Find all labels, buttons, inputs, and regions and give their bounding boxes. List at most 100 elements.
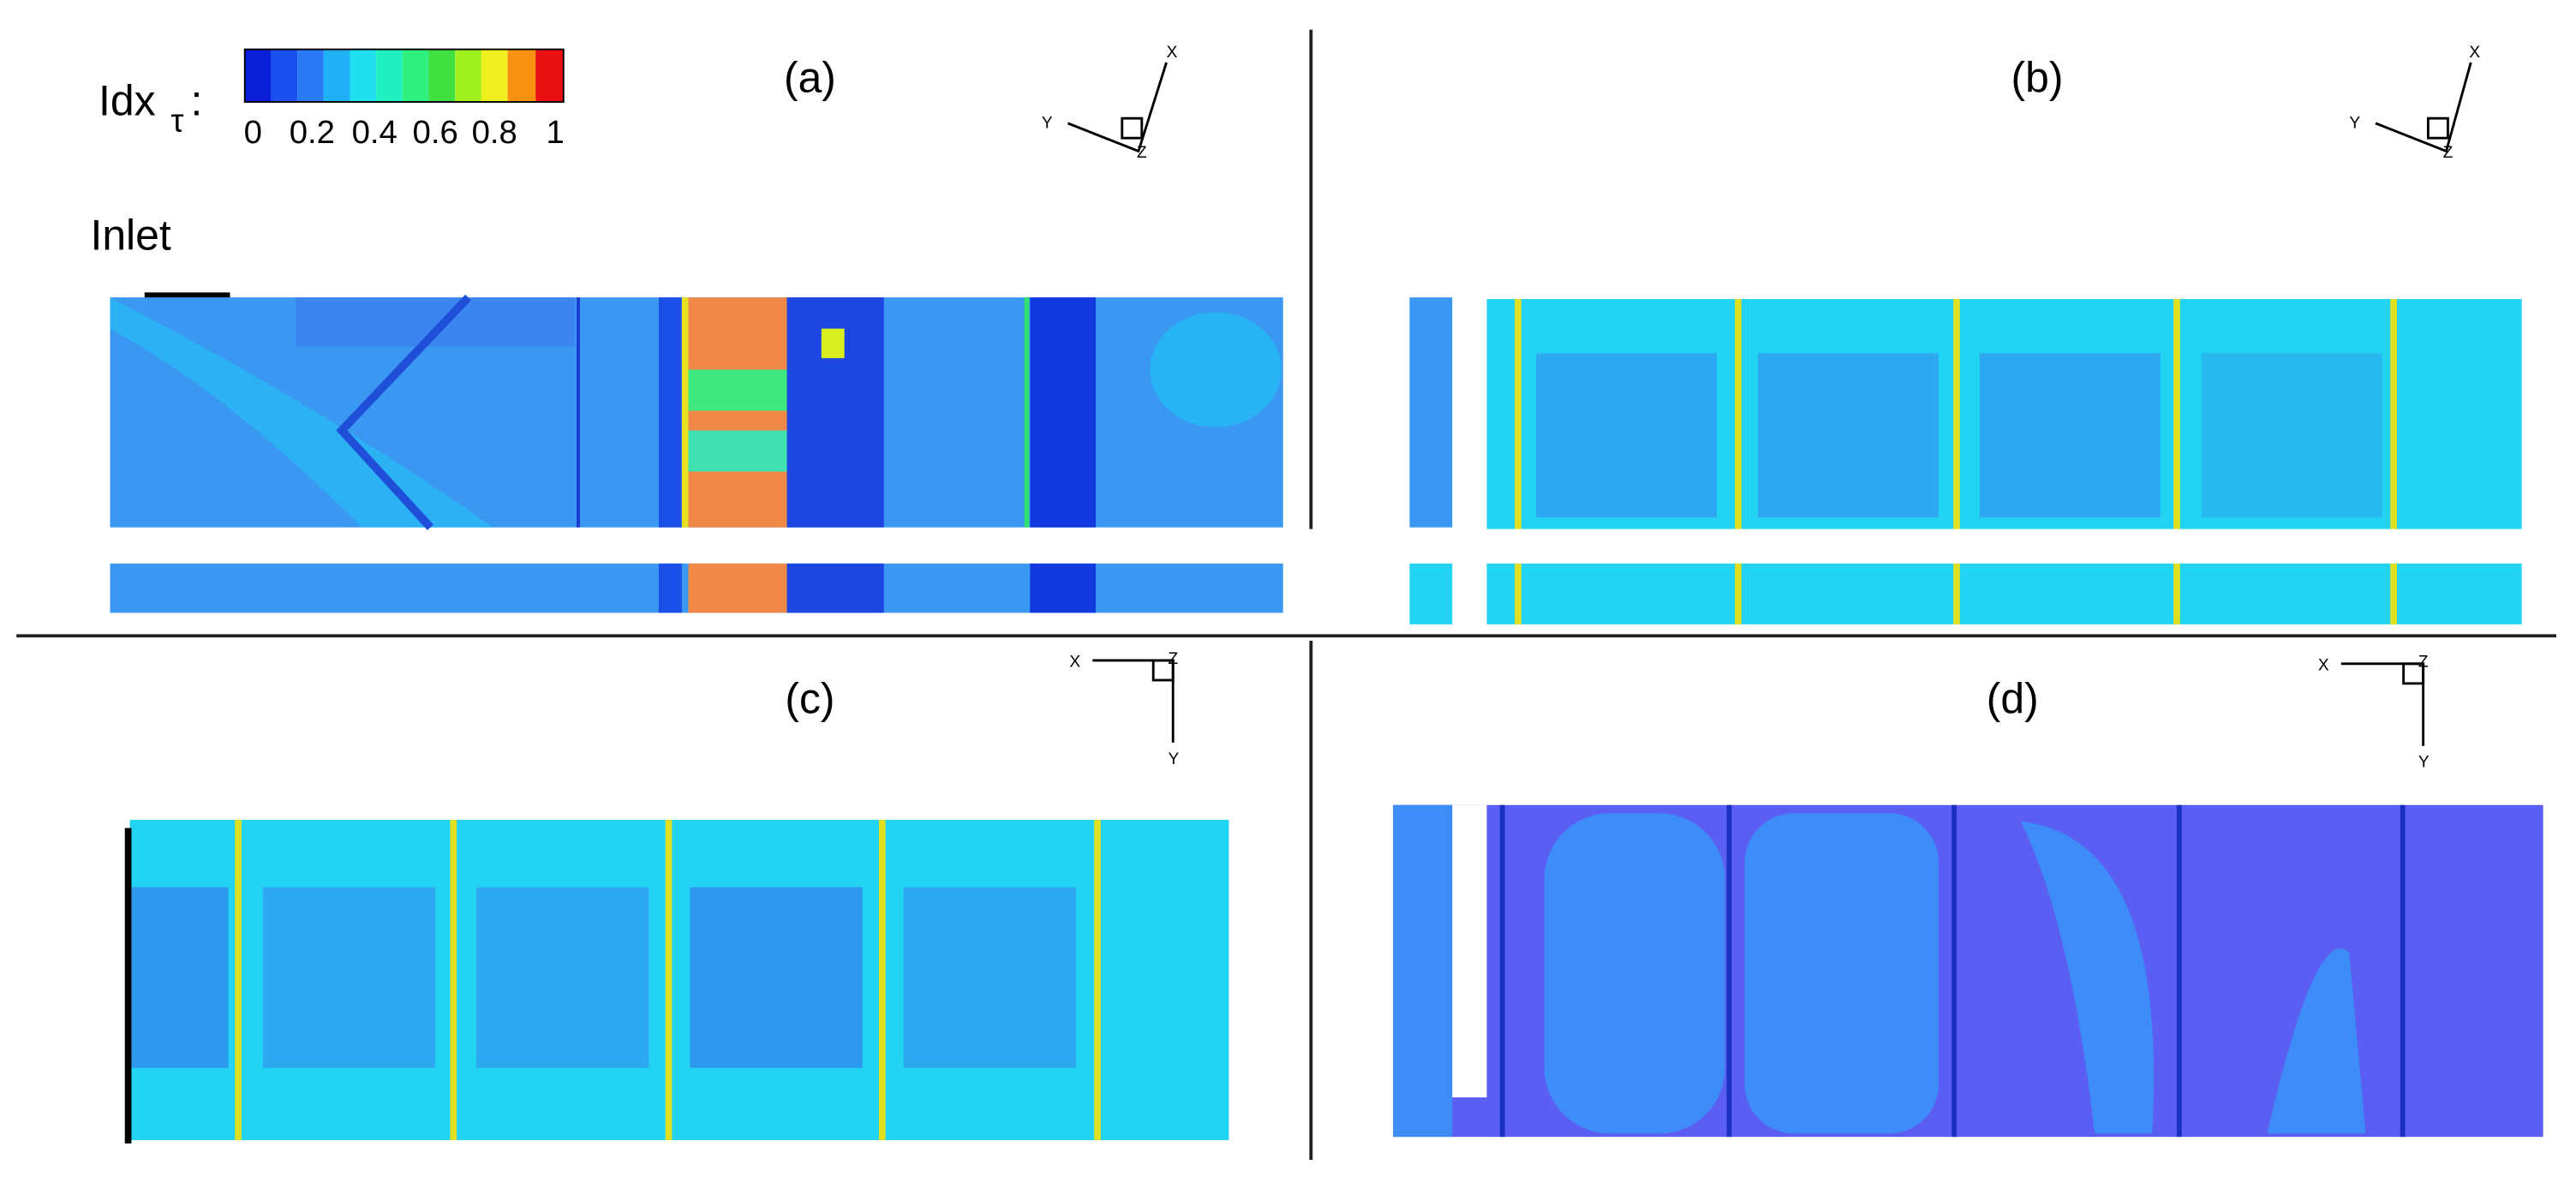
contour-a-shape xyxy=(688,563,787,613)
contour-a-shape xyxy=(1030,297,1097,528)
contour-b-shape-shape xyxy=(2173,563,2180,624)
contour-d xyxy=(1393,804,2543,1138)
axis-triad-shape xyxy=(2426,117,2449,140)
contour-d-shape xyxy=(1499,804,2406,1138)
colorbar-shape xyxy=(243,48,565,103)
contour-b-shape-shape xyxy=(1515,299,1521,529)
colorbar-shape xyxy=(244,49,272,102)
contour-d-shape xyxy=(1544,813,1725,1134)
contour-d-shape xyxy=(2020,821,2155,1134)
axis-label: X xyxy=(1167,44,1178,62)
axis-label: Z xyxy=(2443,144,2453,162)
contour-a-shape xyxy=(688,297,787,528)
contour-b-shape-shape xyxy=(1735,563,1742,624)
colorbar-shape xyxy=(507,49,536,102)
contour-c-shape xyxy=(476,887,649,1068)
contour-c-shape-shape xyxy=(235,820,242,1140)
axis-triad-shape xyxy=(1067,62,1168,153)
contour-d-shape xyxy=(1393,804,1453,1138)
contour-a-shape xyxy=(1030,563,1097,613)
contour-b-shape xyxy=(1486,563,2522,624)
contour-c xyxy=(124,820,1229,1144)
contour-a-shape xyxy=(336,294,472,530)
contour-b xyxy=(1409,297,2522,624)
colorbar-shape xyxy=(402,49,429,102)
contour-c-shape-shape xyxy=(878,820,886,1140)
colorbar-shape xyxy=(455,49,481,102)
contour-b-shape-shape xyxy=(1735,299,1742,529)
contour-b-shape xyxy=(1409,297,1453,528)
contour-d-shape-shape xyxy=(1951,804,1957,1138)
contour-a-shape xyxy=(1150,312,1282,427)
axis-triad-shape xyxy=(2402,662,2425,685)
contour-c-shape xyxy=(124,827,132,1144)
axis-triad-shape xyxy=(1092,659,1174,743)
axis-label: Z xyxy=(1137,144,1147,162)
contour-b-shape-shape xyxy=(2390,563,2397,624)
legend-tick: 1 xyxy=(547,114,565,151)
contour-a-shape xyxy=(659,297,682,528)
contour-b-shape-shape xyxy=(1515,563,1521,624)
contour-a xyxy=(110,294,1283,613)
contour-c-shape xyxy=(690,887,863,1068)
contour-b-shape xyxy=(1515,299,2397,624)
contour-b-shape-shape xyxy=(1953,563,1960,624)
colorbar-shape xyxy=(297,49,324,102)
contour-b-shape xyxy=(2201,353,2382,518)
contour-a-shape xyxy=(110,297,493,528)
contour-c-shape xyxy=(235,820,1101,1140)
contour-b-shape-shape xyxy=(1953,299,1960,529)
axis-triad-shape xyxy=(1121,117,1144,140)
colorbar-shape xyxy=(323,49,350,102)
axis-label: Y xyxy=(2418,754,2430,772)
colorbar-shape xyxy=(376,49,403,102)
contour-a-shape xyxy=(821,328,845,359)
panel-label: (b) xyxy=(2011,53,2064,101)
legend-tick: 0 xyxy=(244,114,262,151)
contour-c-shape-shape xyxy=(665,820,672,1140)
contour-c-shape xyxy=(903,887,1077,1068)
legend-tick: 0.2 xyxy=(290,114,335,151)
colorbar-shape xyxy=(535,49,564,102)
panel-label: (a) xyxy=(784,53,836,101)
contour-a-shape xyxy=(688,369,787,411)
colorbar xyxy=(243,48,565,103)
axis-triad-shape xyxy=(1151,659,1174,682)
contour-d-shape xyxy=(1744,813,1939,1134)
colorbar-shape xyxy=(428,49,456,102)
colorbar-shape xyxy=(350,49,377,102)
axis-label: Y xyxy=(1168,750,1180,768)
contour-b-shape xyxy=(1536,353,1718,518)
axis-label: X xyxy=(1069,654,1080,672)
colorbar-shape xyxy=(271,49,298,102)
contour-d-shape-shape xyxy=(1726,804,1732,1138)
panel-label: (d) xyxy=(1987,674,2039,722)
axis-triad-shape xyxy=(2340,662,2425,746)
contour-b-shape xyxy=(1409,563,1453,624)
contour-a-shape xyxy=(681,297,689,528)
contour-c-shape xyxy=(129,887,229,1068)
panel-label: (c) xyxy=(785,674,834,722)
legend-tick: 0.8 xyxy=(472,114,517,151)
contour-a-shape xyxy=(659,563,682,613)
legend-tick: 0.4 xyxy=(352,114,397,151)
legend-subscript: τ xyxy=(170,102,183,139)
divider xyxy=(16,29,2556,1160)
contour-d-shape xyxy=(2267,948,2366,1134)
axis-label: Y xyxy=(1042,115,1053,133)
contour-d-shape-shape xyxy=(2400,804,2406,1138)
contour-c-shape-shape xyxy=(450,820,457,1140)
contour-d-shape-shape xyxy=(2176,804,2182,1138)
contour-d-shape xyxy=(1452,804,1487,1098)
legend-label: Idx xyxy=(99,76,156,124)
contour-c-shape-shape xyxy=(1094,820,1101,1140)
axis-label: Z xyxy=(2418,654,2429,672)
axis-triad-shape xyxy=(2375,62,2472,153)
contour-a-shape xyxy=(688,430,787,472)
contour-a-shape xyxy=(786,563,884,613)
legend-suffix: : xyxy=(190,76,202,124)
axis-label: Z xyxy=(1168,650,1179,668)
legend-tick: 0.6 xyxy=(413,114,458,151)
inlet-label: Inlet xyxy=(90,212,170,260)
